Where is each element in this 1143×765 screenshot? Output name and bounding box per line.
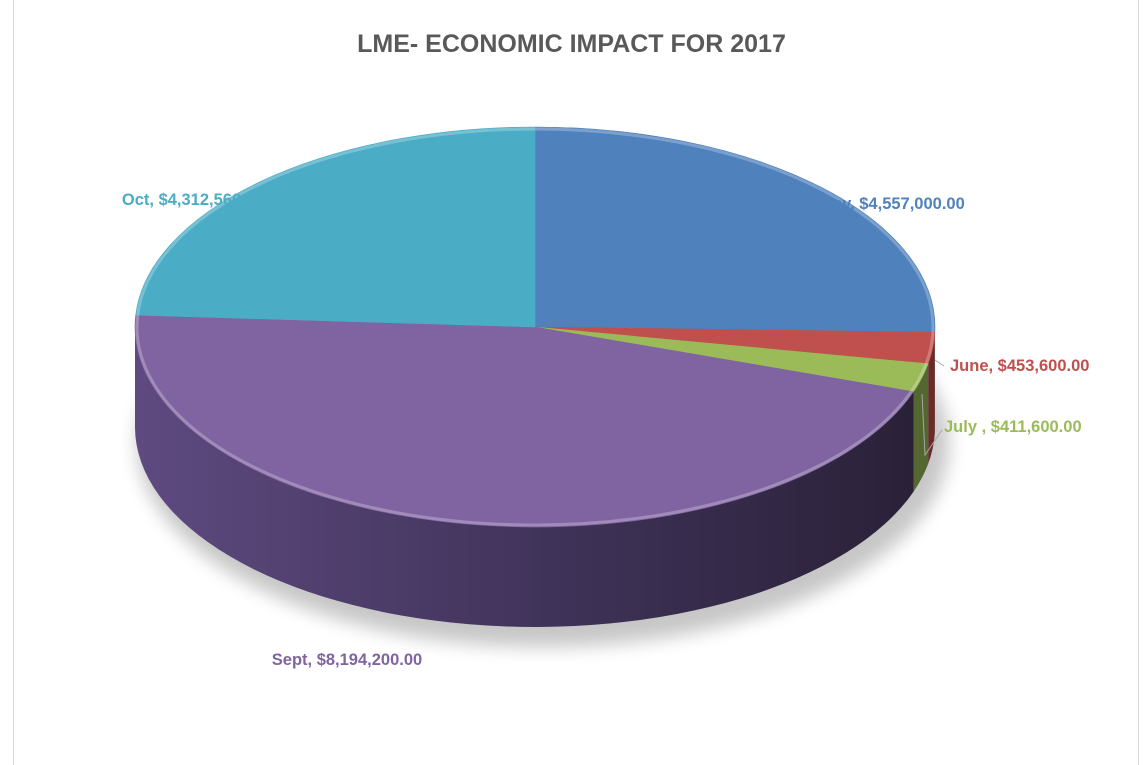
leader-line [934,359,945,367]
pie-slice-may [534,126,936,333]
pie-side-2 [913,363,929,492]
leader-line [921,393,943,457]
data-label-june: June, $453,600.00 [950,357,1089,375]
pie-rim-highlight [135,127,935,527]
data-label-sept: Sept, $8,194,200.00 [272,651,422,669]
pie-side-3 [135,327,914,627]
data-label-july: July , $411,600.00 [944,418,1082,436]
data-label-may: May, $4,557,000.00 [819,195,965,213]
pie-side-1 [928,332,935,464]
chart-title: LME- ECONOMIC IMPACT FOR 2017 [357,30,786,58]
pie-slice-oct [135,126,536,328]
pie-slice-sept [134,314,915,528]
data-label-oct: Oct, $4,312,560.00 [122,191,264,209]
